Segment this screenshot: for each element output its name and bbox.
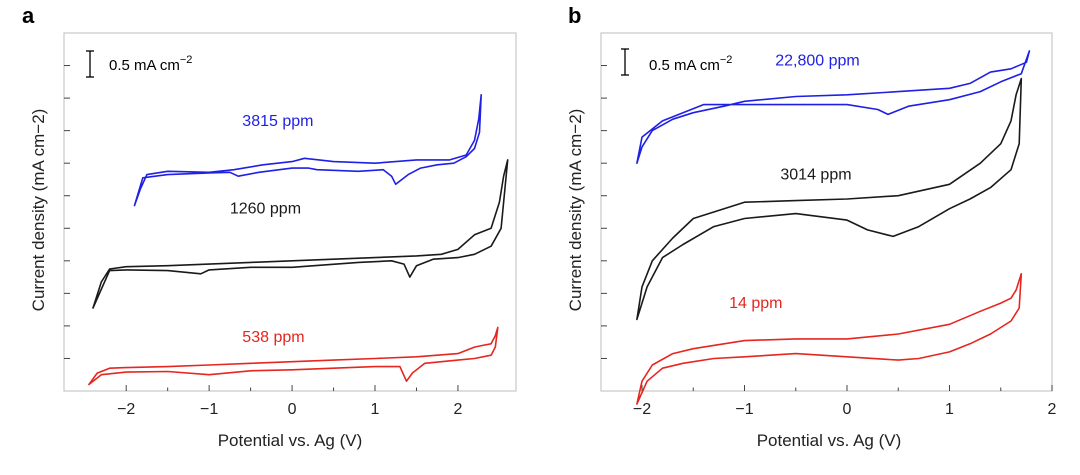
panel-a-x-tick-label: 1 bbox=[371, 401, 380, 418]
panel-b-x-tick-label: 1 bbox=[945, 401, 954, 418]
panel-a-series-label-1260-ppm: 1260 ppm bbox=[230, 201, 301, 218]
panel-b-series-label-22-800-ppm: 22,800 ppm bbox=[775, 53, 860, 70]
panel-b-series-22-800-ppm bbox=[636, 50, 1031, 164]
panel-b-series-label-14-ppm: 14 ppm bbox=[729, 295, 782, 312]
panel-a-y-axis-label: Current density (mA cm−2) bbox=[29, 109, 48, 312]
panel-b-y-ticks bbox=[601, 65, 607, 359]
panel-a-series-labels: 3815 ppm 1260 ppm 538 ppm bbox=[230, 113, 314, 346]
panel-b-scale-bar-label: 0.5 mA cm−2 bbox=[649, 54, 732, 74]
panel-a-series-1260-ppm bbox=[92, 159, 509, 309]
panel-a-plot-frame bbox=[63, 32, 517, 392]
panel-a-x-tick-label: −2 bbox=[117, 401, 135, 418]
panel-a-series-label-3815-ppm: 3815 ppm bbox=[242, 113, 313, 130]
panel-b-x-ticks: −2 −1 0 1 2 bbox=[633, 385, 1057, 418]
panel-a-label: a bbox=[22, 3, 35, 28]
panel-b-series-labels: 22,800 ppm 3014 ppm 14 ppm bbox=[729, 53, 860, 312]
panel-a: a −2 −1 0 1 2 3815 ppm 1260 ppm 538 ppm 0.5 mA… bbox=[22, 3, 517, 450]
panel-a-x-tick-label: −1 bbox=[200, 401, 218, 418]
panel-b-series-3014-ppm bbox=[636, 77, 1023, 321]
panel-b-x-tick-label: 0 bbox=[843, 401, 852, 418]
panel-a-scale-bar-label: 0.5 mA cm−2 bbox=[109, 54, 192, 74]
panel-b-series-14-ppm bbox=[636, 272, 1023, 405]
panel-a-x-axis-label: Potential vs. Ag (V) bbox=[218, 431, 363, 450]
panel-a-series-3815-ppm bbox=[133, 94, 483, 207]
panel-a-y-ticks bbox=[64, 65, 70, 359]
panel-b-label: b bbox=[568, 3, 581, 28]
panel-a-series-538-ppm bbox=[88, 326, 499, 386]
panel-b-x-tick-label: 2 bbox=[1048, 401, 1057, 418]
panel-b-scale-bar: 0.5 mA cm−2 bbox=[621, 48, 732, 76]
panel-b-plot-frame bbox=[600, 32, 1053, 392]
panel-b-series bbox=[636, 50, 1031, 405]
panel-a-series bbox=[88, 94, 509, 386]
panel-a-x-ticks: −2 −1 0 1 2 bbox=[117, 385, 462, 418]
panel-b-x-axis-label: Potential vs. Ag (V) bbox=[757, 431, 902, 450]
panel-b: b −2 −1 0 1 2 22,800 ppm 3014 ppm 14 ppm 0.5 m… bbox=[566, 3, 1057, 450]
panel-a-series-label-538-ppm: 538 ppm bbox=[242, 329, 304, 346]
panel-b-y-axis-label: Current density (mA cm−2) bbox=[566, 109, 585, 312]
panel-b-series-label-3014-ppm: 3014 ppm bbox=[780, 166, 851, 183]
panel-a-x-tick-label: 0 bbox=[288, 401, 297, 418]
panel-a-x-tick-label: 2 bbox=[453, 401, 462, 418]
panel-b-x-tick-label: −1 bbox=[735, 401, 753, 418]
panel-a-scale-bar: 0.5 mA cm−2 bbox=[86, 50, 192, 78]
panel-b-x-tick-label: −2 bbox=[633, 401, 651, 418]
